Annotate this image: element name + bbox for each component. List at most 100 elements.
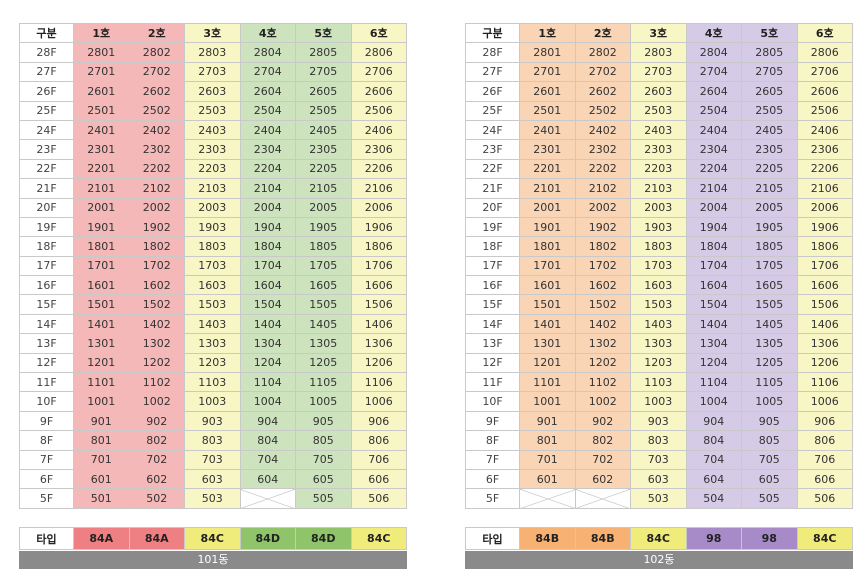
unit-cell: 1601 bbox=[519, 275, 576, 296]
floor-row: 14F 1401 1402 1403 1404 1405 1406 bbox=[465, 313, 853, 335]
floor-label: 26F bbox=[465, 81, 520, 102]
unit-cell: 2101 bbox=[519, 178, 576, 199]
unit-cell: 1403 bbox=[184, 313, 241, 335]
unit-cell: 1904 bbox=[685, 216, 742, 238]
unit-cell: 2606 bbox=[796, 81, 853, 102]
unit-cell: 501 bbox=[73, 488, 130, 509]
unit-cell: 1602 bbox=[128, 275, 185, 296]
unit-cell: 1501 bbox=[519, 294, 576, 315]
unit-cell: 2102 bbox=[574, 178, 631, 199]
unit-cell: 506 bbox=[796, 488, 853, 509]
unit-cell: 2404 bbox=[685, 119, 742, 141]
unit-cell: 1202 bbox=[128, 352, 185, 374]
floor-label: 19F bbox=[465, 216, 520, 238]
floor-label: 28F bbox=[465, 42, 520, 63]
unit-cell: 1703 bbox=[184, 255, 241, 277]
header-row: 구분 1호 2호 3호 4호 5호 6호 bbox=[19, 22, 407, 44]
unit-cell: 701 bbox=[73, 449, 130, 470]
unit-cell: 702 bbox=[574, 449, 631, 470]
type-row: 타입 84A 84A 84C 84D 84D 84C bbox=[19, 527, 407, 550]
floor-label: 13F bbox=[465, 333, 520, 354]
type-cell: 84B bbox=[574, 527, 631, 550]
unit-cell: 802 bbox=[574, 430, 631, 451]
unit-cell: 506 bbox=[350, 488, 407, 509]
type-cell: 84A bbox=[128, 527, 185, 550]
type-cell: 84C bbox=[630, 527, 687, 550]
unit-cell: 1501 bbox=[73, 294, 130, 315]
unit-cell: 1303 bbox=[630, 333, 687, 354]
unit-cell: 1901 bbox=[73, 216, 130, 238]
unit-cell: 1003 bbox=[630, 391, 687, 412]
unit-cell: 2703 bbox=[630, 61, 687, 83]
unit-cell: 1803 bbox=[184, 236, 241, 257]
unit-cell: 2705 bbox=[741, 61, 798, 83]
building-label: 102동 bbox=[465, 551, 853, 569]
unit-cell: 2604 bbox=[685, 81, 742, 102]
floor-row: 17F 1701 1702 1703 1704 1705 1706 bbox=[19, 255, 407, 277]
unit-cell: 2406 bbox=[796, 119, 853, 141]
unit-cell: 2205 bbox=[295, 158, 352, 180]
unit-cell: 1602 bbox=[574, 275, 631, 296]
unit-cell: 1402 bbox=[574, 313, 631, 335]
building-102-panel: 구분 1호 2호 3호 4호 5호 6호 28F 2801 2802 2803 2804 2805 28… bbox=[465, 22, 853, 569]
unit-cell: 2302 bbox=[128, 139, 185, 160]
unit-cell: 2005 bbox=[741, 197, 798, 218]
unit-cell: 2103 bbox=[630, 178, 687, 199]
unit-cell: 2004 bbox=[239, 197, 296, 218]
column-header-5: 5호 bbox=[741, 22, 798, 44]
unit-cell: 2704 bbox=[685, 61, 742, 83]
unit-cell: 1401 bbox=[519, 313, 576, 335]
unit-cell: 2501 bbox=[519, 100, 576, 121]
column-header-1: 1호 bbox=[519, 22, 576, 44]
column-header-3: 3호 bbox=[630, 22, 687, 44]
floor-label: 25F bbox=[19, 100, 74, 121]
unit-cell: 2702 bbox=[574, 61, 631, 83]
unit-cell: 2001 bbox=[73, 197, 130, 218]
column-header-6: 6호 bbox=[350, 22, 407, 44]
unit-cell: 2104 bbox=[685, 178, 742, 199]
unit-cell: 1905 bbox=[741, 216, 798, 238]
unit-cell: 802 bbox=[128, 430, 185, 451]
column-header-4: 4호 bbox=[685, 22, 742, 44]
unit-cell: 2504 bbox=[685, 100, 742, 121]
unit-cell: 1705 bbox=[741, 255, 798, 277]
unit-cell: 2002 bbox=[574, 197, 631, 218]
unit-cell: 2804 bbox=[239, 42, 296, 63]
unit-cell: 2306 bbox=[796, 139, 853, 160]
unit-cell: 2405 bbox=[741, 119, 798, 141]
floor-label: 24F bbox=[465, 119, 520, 141]
floor-row: 10F 1001 1002 1003 1004 1005 1006 bbox=[19, 391, 407, 412]
unit-cell: 503 bbox=[630, 488, 687, 509]
unit-cell: 906 bbox=[350, 410, 407, 432]
unit-cell: 2803 bbox=[630, 42, 687, 63]
unit-cell: 1904 bbox=[239, 216, 296, 238]
unit-cell: 1502 bbox=[574, 294, 631, 315]
unit-cell: 705 bbox=[741, 449, 798, 470]
unit-cell: 2806 bbox=[350, 42, 407, 63]
floor-label: 8F bbox=[465, 430, 520, 451]
unit-cell: 1506 bbox=[350, 294, 407, 315]
floor-label: 26F bbox=[19, 81, 74, 102]
unit-cell: 2801 bbox=[73, 42, 130, 63]
floor-row: 25F 2501 2502 2503 2504 2505 2506 bbox=[465, 100, 853, 121]
unit-cell: 1305 bbox=[741, 333, 798, 354]
unit-cell: 1406 bbox=[350, 313, 407, 335]
unit-cell: 1805 bbox=[295, 236, 352, 257]
unit-cell: 1104 bbox=[239, 372, 296, 393]
unit-cell: 2005 bbox=[295, 197, 352, 218]
unit-cell: 2202 bbox=[574, 158, 631, 180]
unit-cell: 1603 bbox=[184, 275, 241, 296]
unit-cell: 605 bbox=[295, 468, 352, 490]
unit-cell: 905 bbox=[295, 410, 352, 432]
floor-label: 21F bbox=[19, 178, 74, 199]
unit-cell: 1105 bbox=[741, 372, 798, 393]
unit-cell: 2402 bbox=[128, 119, 185, 141]
unit-cell: 2804 bbox=[685, 42, 742, 63]
unit-cell: 2203 bbox=[184, 158, 241, 180]
unit-cell: 2003 bbox=[630, 197, 687, 218]
floor-row: 28F 2801 2802 2803 2804 2805 2806 bbox=[19, 42, 407, 63]
column-header-2: 2호 bbox=[574, 22, 631, 44]
type-cell: 84C bbox=[184, 527, 241, 550]
floor-row: 11F 1101 1102 1103 1104 1105 1106 bbox=[465, 372, 853, 393]
unit-cell: 1505 bbox=[295, 294, 352, 315]
